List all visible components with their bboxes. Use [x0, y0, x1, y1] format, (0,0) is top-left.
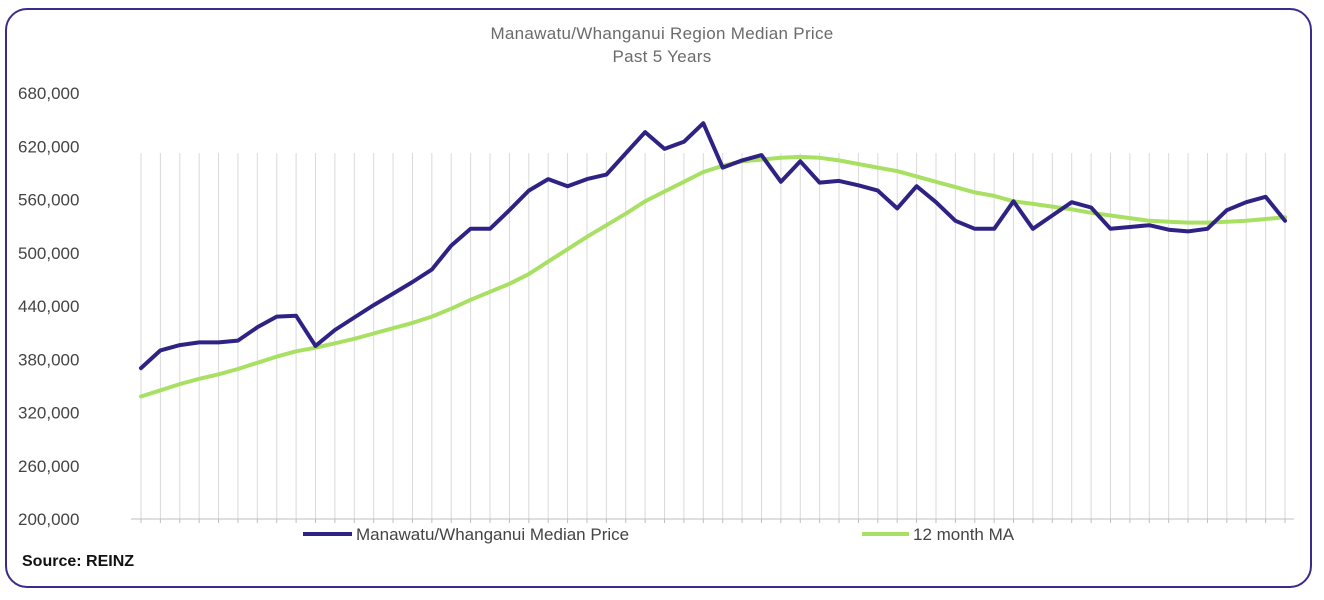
- y-tick-label: 620,000: [18, 137, 79, 156]
- series-line-12-month-ma: [139, 154, 1287, 399]
- legend-label-12-month-ma: 12 month MA: [913, 525, 1015, 544]
- chart-subtitle: Past 5 Years: [612, 47, 712, 66]
- y-tick-label: 560,000: [18, 191, 79, 210]
- series-lines: [139, 121, 1287, 399]
- y-tick-label: 680,000: [18, 84, 79, 103]
- chart-frame: [5, 8, 1312, 588]
- legend-label-median-price: Manawatu/Whanganui Median Price: [356, 525, 629, 544]
- y-tick-label: 380,000: [18, 350, 79, 369]
- y-tick-label: 440,000: [18, 297, 79, 316]
- y-tick-label: 320,000: [18, 404, 79, 423]
- series-line-median-price: [139, 121, 1287, 371]
- chart-title: Manawatu/Whanganui Region Median Price: [490, 24, 834, 43]
- y-tick-label: 260,000: [18, 457, 79, 476]
- y-tick-label: 200,000: [18, 510, 79, 529]
- vertical-gridlines: [140, 153, 1286, 519]
- y-axis-ticks: 200,000 260,000 320,000 380,000 440,000 500,0…: [18, 84, 79, 529]
- y-tick-label: 500,000: [18, 244, 79, 263]
- source-note: Source: REINZ: [22, 553, 135, 570]
- legend: Manawatu/Whanganui Median Price 12 month…: [303, 525, 1015, 544]
- x-axis: [131, 518, 1294, 523]
